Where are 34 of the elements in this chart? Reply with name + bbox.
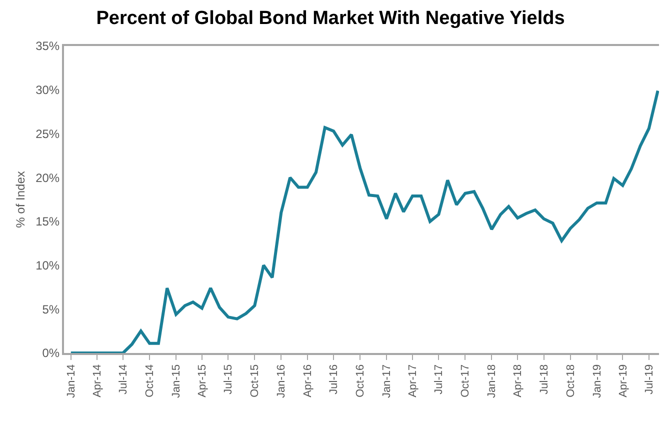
chart-title: Percent of Global Bond Market With Negative Yields [96, 8, 565, 29]
x-tick-label: Jan-18 [486, 364, 498, 398]
y-tick-label: 10% [36, 258, 60, 272]
x-tick-label: Jan-15 [170, 364, 183, 398]
x-tick-label: Apr-14 [91, 364, 104, 398]
x-tick-label: Apr-15 [196, 364, 209, 398]
x-tick-label: Jul-15 [222, 364, 235, 394]
x-tick-label: Apr-17 [407, 364, 420, 398]
x-tick-label: Apr-18 [512, 364, 524, 398]
y-tick-label: 25% [36, 126, 60, 141]
y-tick-label: 20% [36, 170, 60, 185]
x-tick-label: Jan-17 [381, 364, 394, 398]
x-tick-label: Jul-14 [118, 364, 130, 394]
x-tick-label: Oct-14 [144, 364, 156, 398]
line-series [69, 89, 659, 353]
x-tick-label: Jul-16 [328, 364, 340, 394]
x-tick-label: Oct-17 [460, 364, 472, 398]
x-tick-label: Jan-14 [65, 364, 78, 398]
x-tick-label: Oct-16 [354, 364, 367, 398]
x-tick-label: Oct-18 [564, 364, 577, 398]
x-tick-label: Jul-17 [433, 364, 446, 394]
x-tick-label: Jul-19 [643, 364, 656, 394]
y-tick-label: 5% [42, 302, 60, 316]
x-tick-label: Oct-15 [249, 364, 262, 398]
y-tick-label: 35% [36, 39, 60, 54]
x-tick-label: Jan-16 [276, 364, 288, 398]
y-tick-label: 15% [36, 214, 60, 229]
y-tick-label: 0% [42, 346, 60, 360]
y-tick-label: 30% [36, 83, 60, 98]
x-tick-label: Jan-19 [591, 364, 604, 398]
x-tick-label: Apr-16 [302, 364, 314, 398]
x-tick-label: Jul-18 [538, 364, 550, 394]
y-axis-title: % of Index [13, 171, 28, 228]
x-tick-label: Apr-19 [617, 364, 630, 398]
